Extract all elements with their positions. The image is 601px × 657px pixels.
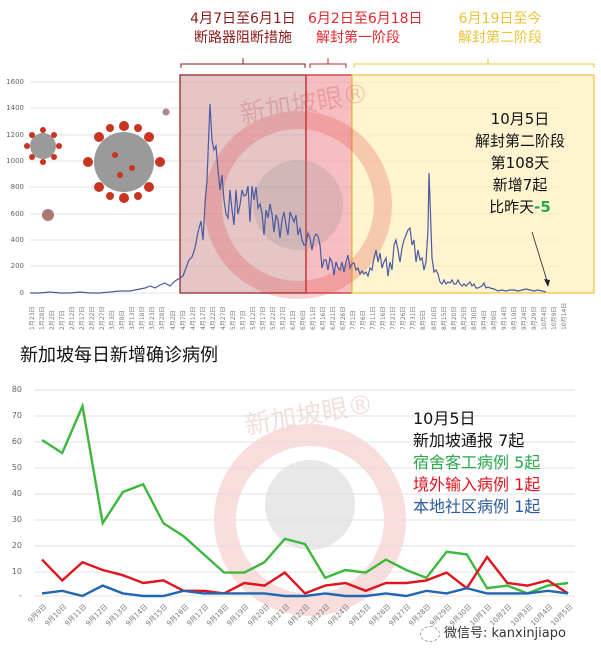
virus-illustration-medium bbox=[24, 127, 62, 165]
daily-cases-line bbox=[30, 103, 547, 294]
gridlines bbox=[34, 389, 575, 597]
phase-label-phase-two: 6月19日至今 解封第二阶段 bbox=[458, 11, 542, 46]
phase-one-region bbox=[305, 74, 353, 294]
compare-value: -5 bbox=[534, 198, 551, 216]
phase-label-circuit-breaker: 4月7日至6月1日 断路器阻断措施 bbox=[190, 11, 296, 46]
x-tick-label: 6月16日 bbox=[320, 306, 328, 330]
x-tick-label: 7月26日 bbox=[400, 306, 408, 330]
x-tick-label: 2月27日 bbox=[99, 306, 107, 330]
x-tick-label: 2月17日 bbox=[79, 306, 87, 330]
annotation-arrow bbox=[531, 231, 549, 285]
x-tick-label: 7月11日 bbox=[370, 306, 378, 330]
x-tick-label: 8月15日 bbox=[440, 306, 448, 330]
x-tick-label: 9月19日 bbox=[510, 306, 518, 330]
virus-illustration-tiny bbox=[162, 108, 170, 116]
x-tick-label: 6月6日 bbox=[300, 310, 308, 330]
x-tick-label: 4月2日 bbox=[169, 310, 177, 330]
x-tick-label: 3月3日 bbox=[109, 310, 117, 330]
annotation-box: 10月5日 解封第二阶段 第108天 新增7起 比昨天-5 bbox=[474, 110, 565, 216]
virus-illustration-large bbox=[83, 121, 165, 203]
x-tick-label: 4月27日 bbox=[219, 306, 227, 330]
virus-illustration-small bbox=[42, 209, 54, 221]
x-tick-label: 7月31日 bbox=[410, 306, 418, 330]
wechat-icon bbox=[420, 625, 440, 642]
community-cases-line bbox=[41, 584, 569, 598]
x-tick-label: 5月17日 bbox=[259, 306, 267, 330]
x-tick-label: 10月14日 bbox=[561, 302, 568, 330]
x-tick-label: 3月18日 bbox=[139, 306, 147, 330]
x-tick-label: 5月2日 bbox=[229, 310, 237, 330]
x-tick-label: 9月24日 bbox=[520, 306, 528, 330]
phase-two-region bbox=[351, 74, 595, 294]
imported-cases-line bbox=[41, 554, 569, 595]
x-tick-label: 7月6日 bbox=[360, 310, 368, 330]
bottom-chart-title: 新加坡每日新增确诊病例 bbox=[20, 345, 218, 366]
x-tick-label: 6月11日 bbox=[310, 306, 318, 330]
x-tick-label: 3月8日 bbox=[119, 310, 127, 330]
x-tick-label: 3月23日 bbox=[149, 306, 157, 330]
x-tick-label: 3月28日 bbox=[159, 306, 167, 330]
x-tick-label: 8月30日 bbox=[470, 306, 478, 330]
x-tick-label: 5月7日 bbox=[239, 310, 247, 330]
x-tick-label: 2月2日 bbox=[49, 310, 57, 330]
legend-community: 本地社区病例 1起 bbox=[413, 497, 541, 516]
wechat-footer: 微信号: kanxinjiapo bbox=[420, 622, 566, 642]
x-tick-label: 6月21日 bbox=[330, 306, 338, 330]
x-tick-label: 6月1日 bbox=[289, 310, 297, 330]
circuit-breaker-region bbox=[179, 74, 307, 294]
top-chart: 4月7日至6月1日 断路器阻断措施 6月2日至6月18日 解封第一阶段 6月19… bbox=[6, 11, 595, 330]
x-tick-label: 10月4日 bbox=[540, 306, 548, 330]
x-tick-label: 4月17日 bbox=[199, 306, 207, 330]
x-tick-label: 8月10日 bbox=[430, 306, 438, 330]
x-tick-label: 4月22日 bbox=[209, 306, 217, 330]
x-tick-label: 8月20日 bbox=[450, 306, 458, 330]
x-tick-label: 8月25日 bbox=[460, 306, 468, 330]
x-tick-label: 2月7日 bbox=[59, 310, 67, 330]
dorm-cases-line bbox=[41, 402, 569, 595]
phase-label-phase-one: 6月2日至6月18日 解封第一阶段 bbox=[308, 11, 423, 46]
bottom-chart: 新加坡眼® 80 70 60 50 40 30 20 10 - 9月9日 9月10… bbox=[0, 370, 601, 657]
legend-dorm: 宿舍客工病例 5起 bbox=[413, 453, 541, 472]
x-tick-label: 2月22日 bbox=[89, 306, 97, 330]
x-tick-label: 4月7日 bbox=[179, 310, 187, 330]
x-tick-label: 8月5日 bbox=[420, 310, 428, 330]
x-tick-label: 1月23日 bbox=[29, 306, 36, 330]
x-tick-label: 9月29日 bbox=[530, 306, 538, 330]
x-tick-label: 6月26日 bbox=[340, 306, 348, 330]
x-tick-label: 1月28日 bbox=[39, 306, 47, 330]
x-tick-label: 5月27日 bbox=[279, 306, 287, 330]
x-tick-label: 4月12日 bbox=[189, 306, 197, 330]
x-tick-label: 5月22日 bbox=[269, 306, 277, 330]
top-chart-canvas: 新加坡眼® bbox=[24, 58, 595, 299]
x-tick-label: 9月9日 bbox=[490, 310, 498, 330]
watermark-logo: 新加坡眼® bbox=[214, 389, 406, 616]
x-tick-label: 9月4日 bbox=[480, 310, 488, 330]
legend-imported: 境外输入病例 1起 bbox=[413, 475, 541, 494]
x-tick-label: 7月1日 bbox=[350, 310, 358, 330]
x-tick-label: 7月21日 bbox=[390, 306, 398, 330]
x-tick-label: 9月14日 bbox=[500, 306, 508, 330]
x-tick-label: 2月12日 bbox=[69, 306, 77, 330]
bottom-chart-canvas: 新加坡眼® bbox=[34, 389, 575, 616]
x-tick-label: 5月12日 bbox=[249, 306, 257, 330]
x-tick-label: 7月16日 bbox=[380, 306, 388, 330]
bottom-legend: 10月5日 新加坡通报 7起 宿舍客工病例 5起 境外输入病例 1起 本地社区病… bbox=[413, 409, 541, 516]
x-tick-label: 3月13日 bbox=[129, 306, 137, 330]
x-tick-label: 10月9日 bbox=[550, 306, 558, 330]
